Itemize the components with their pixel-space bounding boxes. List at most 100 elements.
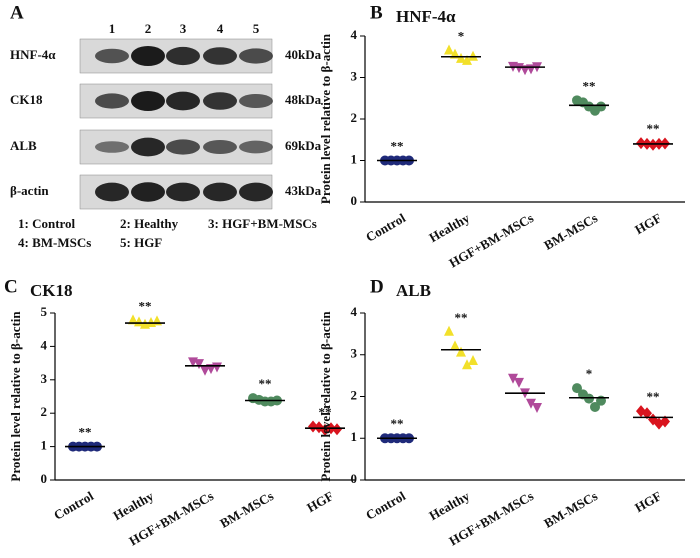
- point: [660, 415, 670, 428]
- size-label: 40kDa: [285, 47, 322, 62]
- y-tick-label: 2: [351, 110, 358, 125]
- row-label: β-actin: [10, 183, 49, 198]
- point: [596, 101, 606, 112]
- point: [462, 54, 472, 65]
- point: [642, 407, 652, 420]
- y-tick-label: 4: [41, 337, 48, 352]
- point: [532, 402, 542, 413]
- point: [128, 314, 138, 325]
- y-tick-label: 4: [351, 27, 358, 42]
- x-tick-label: Control: [363, 488, 408, 523]
- x-tick-label: HGF: [304, 488, 336, 515]
- lane-label: 3: [180, 21, 187, 36]
- y-tick-label: 1: [41, 438, 48, 453]
- blot-band: [239, 140, 273, 154]
- y-tick-label: 4: [351, 304, 358, 319]
- y-tick-label: 3: [351, 68, 358, 83]
- blot-band: [95, 141, 129, 153]
- chart-title: HNF-4α: [396, 7, 456, 26]
- row-label: HNF-4α: [10, 47, 56, 62]
- point: [456, 346, 466, 357]
- point: [468, 50, 478, 61]
- point: [450, 340, 460, 351]
- significance: *: [586, 366, 593, 381]
- blot-band: [203, 47, 237, 65]
- x-tick-label: Healthy: [426, 210, 472, 245]
- significance: **: [455, 310, 468, 325]
- legend-text: 4: BM-MSCs: [18, 235, 91, 250]
- legend-text: 1: Control: [18, 216, 76, 231]
- blot-band: [95, 182, 129, 202]
- x-tick-label: Control: [363, 210, 408, 245]
- point: [456, 52, 466, 63]
- significance: **: [79, 425, 92, 440]
- x-tick-label: Control: [51, 488, 96, 523]
- x-tick-label: HGF: [632, 488, 664, 515]
- point: [468, 355, 478, 366]
- point: [636, 137, 646, 150]
- row-label: CK18: [10, 92, 43, 107]
- y-tick-label: 0: [351, 193, 358, 208]
- x-tick-label: BM-MSCs: [541, 210, 600, 253]
- point: [508, 373, 518, 384]
- point: [526, 398, 536, 409]
- point: [134, 316, 144, 327]
- point: [308, 420, 318, 433]
- point: [332, 423, 342, 436]
- significance: **: [647, 389, 660, 404]
- blot-band: [203, 182, 237, 202]
- blot-band: [131, 137, 165, 157]
- blot-band: [203, 140, 237, 154]
- panel-label: D: [370, 276, 384, 297]
- y-tick-label: 0: [351, 471, 358, 486]
- size-label: 48kDa: [285, 92, 322, 107]
- row-label: ALB: [10, 138, 37, 153]
- x-tick-label: BM-MSCs: [217, 488, 276, 531]
- blot-band: [166, 91, 200, 111]
- legend-text: 3: HGF+BM-MSCs: [208, 216, 317, 231]
- blot-band: [166, 139, 200, 155]
- blot-band: [239, 48, 273, 64]
- blot-band: [95, 93, 129, 109]
- point: [212, 362, 222, 373]
- significance: **: [259, 376, 272, 391]
- x-tick-label: BM-MSCs: [541, 488, 600, 531]
- y-tick-label: 1: [351, 151, 358, 166]
- y-axis-label: Protein level relative to β-actin: [318, 311, 333, 482]
- point: [444, 44, 454, 55]
- y-tick-label: 0: [41, 471, 48, 486]
- point: [590, 401, 600, 412]
- blot-band: [166, 182, 200, 202]
- blot-band: [239, 182, 273, 202]
- significance: **: [391, 416, 404, 431]
- x-tick-label: Healthy: [426, 488, 472, 523]
- significance: *: [458, 29, 465, 44]
- panel-label: A: [10, 2, 24, 23]
- significance: **: [139, 298, 152, 313]
- significance: **: [319, 405, 332, 420]
- point: [194, 359, 204, 370]
- lane-label: 5: [253, 21, 260, 36]
- y-tick-label: 3: [351, 346, 358, 361]
- point: [152, 315, 162, 326]
- blot-band: [203, 92, 237, 110]
- significance: **: [391, 138, 404, 153]
- y-tick-label: 2: [41, 404, 48, 419]
- point: [444, 325, 454, 336]
- point: [648, 138, 658, 151]
- point: [584, 393, 594, 404]
- blot-band: [166, 46, 200, 66]
- blot-band: [95, 48, 129, 64]
- x-tick-label: HGF: [632, 210, 664, 237]
- size-label: 69kDa: [285, 138, 322, 153]
- y-axis-label: Protein level relative to β-actin: [8, 311, 23, 482]
- blot-band: [239, 94, 273, 108]
- point: [572, 383, 582, 394]
- point: [514, 377, 524, 388]
- point: [200, 365, 210, 376]
- y-tick-label: 2: [351, 387, 358, 402]
- significance: **: [647, 121, 660, 136]
- blot-band: [131, 91, 165, 111]
- legend-text: 2: Healthy: [120, 216, 179, 231]
- x-tick-label: Healthy: [110, 488, 156, 523]
